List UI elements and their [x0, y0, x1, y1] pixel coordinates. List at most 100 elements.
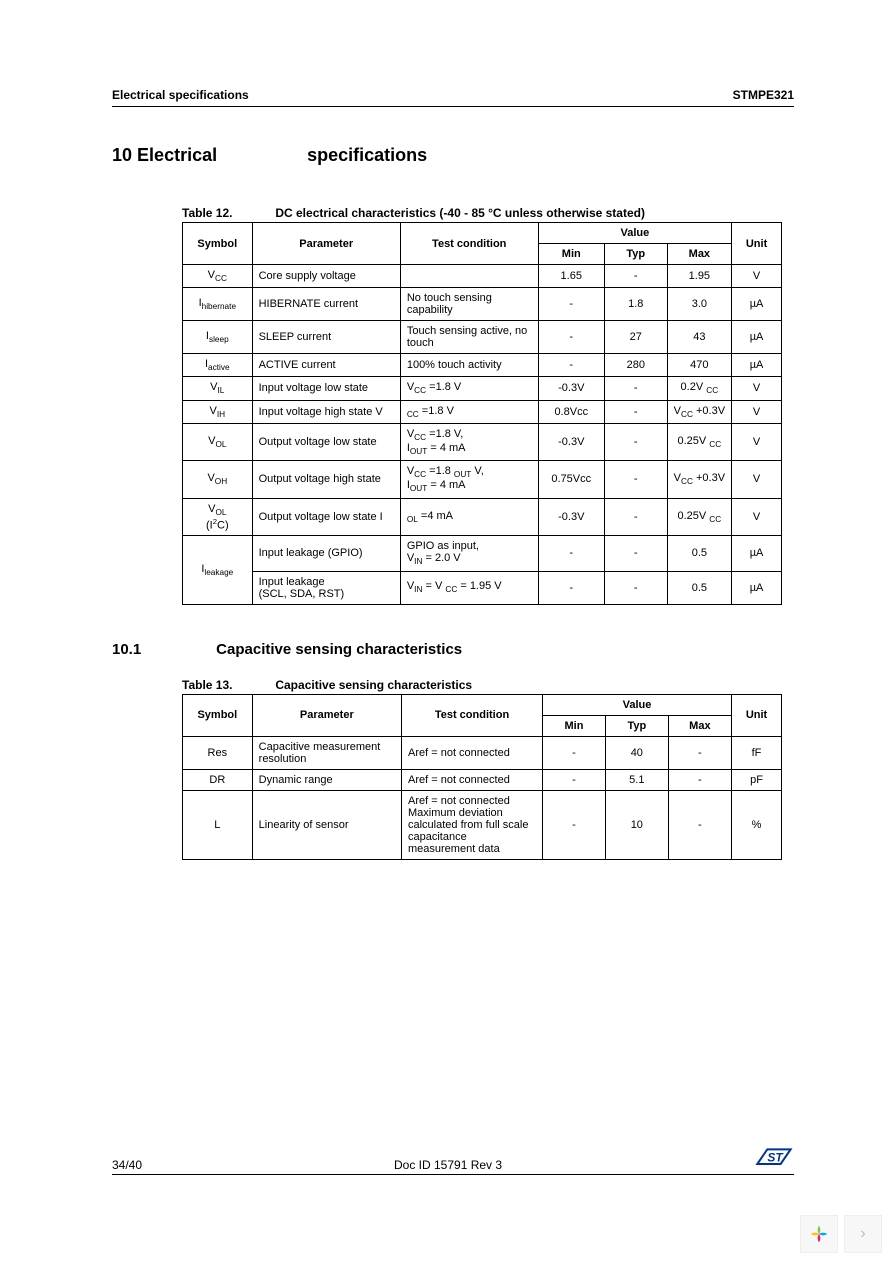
th-parameter: Parameter	[252, 694, 401, 736]
cell-max: 43	[667, 321, 731, 354]
section-number: 10	[112, 145, 132, 165]
header-part-number: STMPE321	[733, 88, 794, 102]
cell-condition: VIN = V CC = 1.95 V	[400, 571, 538, 604]
cell-unit: µA	[732, 288, 782, 321]
cell-condition: OL =4 mA	[400, 498, 538, 536]
cell-parameter: SLEEP current	[252, 321, 400, 354]
th-typ: Typ	[605, 715, 668, 736]
cell-unit: V	[732, 400, 782, 423]
cell-min: 0.75Vcc	[538, 461, 604, 498]
table-row: LLinearity of sensorAref = not connected…	[183, 790, 782, 859]
cell-max: 0.5	[667, 536, 731, 571]
cell-symbol: VIL	[183, 377, 253, 400]
page-number: 34/40	[112, 1158, 142, 1172]
cell-typ: -	[604, 423, 667, 460]
cell-typ: 10	[605, 790, 668, 859]
cell-unit: fF	[732, 736, 782, 769]
cell-symbol: Ileakage	[183, 536, 253, 604]
cell-unit: V	[732, 461, 782, 498]
th-unit: Unit	[732, 694, 782, 736]
th-max: Max	[667, 244, 731, 265]
cell-max: 3.0	[667, 288, 731, 321]
cell-symbol: VOH	[183, 461, 253, 498]
cell-typ: -	[604, 536, 667, 571]
cell-parameter: Input leakage(SCL, SDA, RST)	[252, 571, 400, 604]
cell-symbol: DR	[183, 769, 253, 790]
cell-min: -	[538, 571, 604, 604]
th-value: Value	[543, 694, 732, 715]
th-condition: Test condition	[400, 223, 538, 265]
section-title-b: specifications	[307, 145, 427, 165]
cell-condition: VCC =1.8 OUT V,IOUT = 4 mA	[400, 461, 538, 498]
nav-app-icon[interactable]	[800, 1215, 838, 1253]
st-logo: ST	[754, 1144, 794, 1172]
cell-unit: µA	[732, 321, 782, 354]
cell-min: -0.3V	[538, 498, 604, 536]
th-unit: Unit	[732, 223, 782, 265]
cell-min: -	[538, 288, 604, 321]
table-row: DRDynamic rangeAref = not connected-5.1-…	[183, 769, 782, 790]
table12: Symbol Parameter Test condition Value Un…	[182, 222, 782, 605]
cell-condition	[400, 265, 538, 288]
page-header: Electrical specifications STMPE321	[112, 88, 794, 107]
chevron-right-icon: ›	[860, 1225, 865, 1243]
cell-condition: Aref = not connected	[402, 736, 543, 769]
cell-parameter: Output voltage high state	[252, 461, 400, 498]
cell-max: 470	[667, 354, 731, 377]
cell-parameter: Capacitive measurement resolution	[252, 736, 401, 769]
cell-symbol: VOL(I2C)	[183, 498, 253, 536]
th-min: Min	[538, 244, 604, 265]
table-row: Input leakage(SCL, SDA, RST)VIN = V CC =…	[183, 571, 782, 604]
cell-parameter: Core supply voltage	[252, 265, 400, 288]
cell-max: 1.95	[667, 265, 731, 288]
cell-min: -	[538, 354, 604, 377]
cell-condition: GPIO as input,VIN = 2.0 V	[400, 536, 538, 571]
cell-max: 0.25V CC	[667, 423, 731, 460]
cell-condition: VCC =1.8 V,IOUT = 4 mA	[400, 423, 538, 460]
table-row: VOHOutput voltage high stateVCC =1.8 OUT…	[183, 461, 782, 498]
cell-condition: Aref = not connected	[402, 769, 543, 790]
cell-min: -0.3V	[538, 423, 604, 460]
cell-parameter: Linearity of sensor	[252, 790, 401, 859]
cell-condition: Aref = not connectedMaximum deviation ca…	[402, 790, 543, 859]
table-row: VOL(I2C)Output voltage low state IOL =4 …	[183, 498, 782, 536]
cell-unit: pF	[732, 769, 782, 790]
cell-symbol: Iactive	[183, 354, 253, 377]
nav-next-button[interactable]: ›	[844, 1215, 882, 1253]
cell-symbol: VOL	[183, 423, 253, 460]
table12-number: Table 12.	[182, 206, 272, 220]
table-row: ResCapacitive measurement resolutionAref…	[183, 736, 782, 769]
cell-condition: Touch sensing active, no touch	[400, 321, 538, 354]
table-row: VIHInput voltage high state VCC =1.8 V0.…	[183, 400, 782, 423]
cell-max: -	[668, 769, 731, 790]
cell-parameter: Output voltage low state I	[252, 498, 400, 536]
cell-typ: -	[604, 265, 667, 288]
cell-unit: V	[732, 498, 782, 536]
cell-typ: -	[604, 400, 667, 423]
cell-unit: %	[732, 790, 782, 859]
th-max: Max	[668, 715, 731, 736]
cell-typ: -	[604, 498, 667, 536]
cell-min: -	[543, 790, 606, 859]
header-section-name: Electrical specifications	[112, 88, 249, 102]
table-row: VOLOutput voltage low stateVCC =1.8 V,IO…	[183, 423, 782, 460]
cell-symbol: L	[183, 790, 253, 859]
cell-max: -	[668, 790, 731, 859]
cell-min: 1.65	[538, 265, 604, 288]
cell-unit: µA	[732, 571, 782, 604]
cell-max: 0.5	[667, 571, 731, 604]
bottom-nav: ›	[800, 1215, 882, 1253]
cell-min: -	[543, 736, 606, 769]
cell-min: -0.3V	[538, 377, 604, 400]
cell-symbol: Isleep	[183, 321, 253, 354]
cell-typ: -	[604, 571, 667, 604]
cell-parameter: Output voltage low state	[252, 423, 400, 460]
th-min: Min	[543, 715, 606, 736]
table13-title: Capacitive sensing characteristics	[275, 678, 472, 692]
th-value: Value	[538, 223, 731, 244]
table-row: VILInput voltage low stateVCC =1.8 V-0.3…	[183, 377, 782, 400]
cell-max: VCC +0.3V	[667, 461, 731, 498]
cell-symbol: VCC	[183, 265, 253, 288]
th-typ: Typ	[604, 244, 667, 265]
cell-typ: 280	[604, 354, 667, 377]
